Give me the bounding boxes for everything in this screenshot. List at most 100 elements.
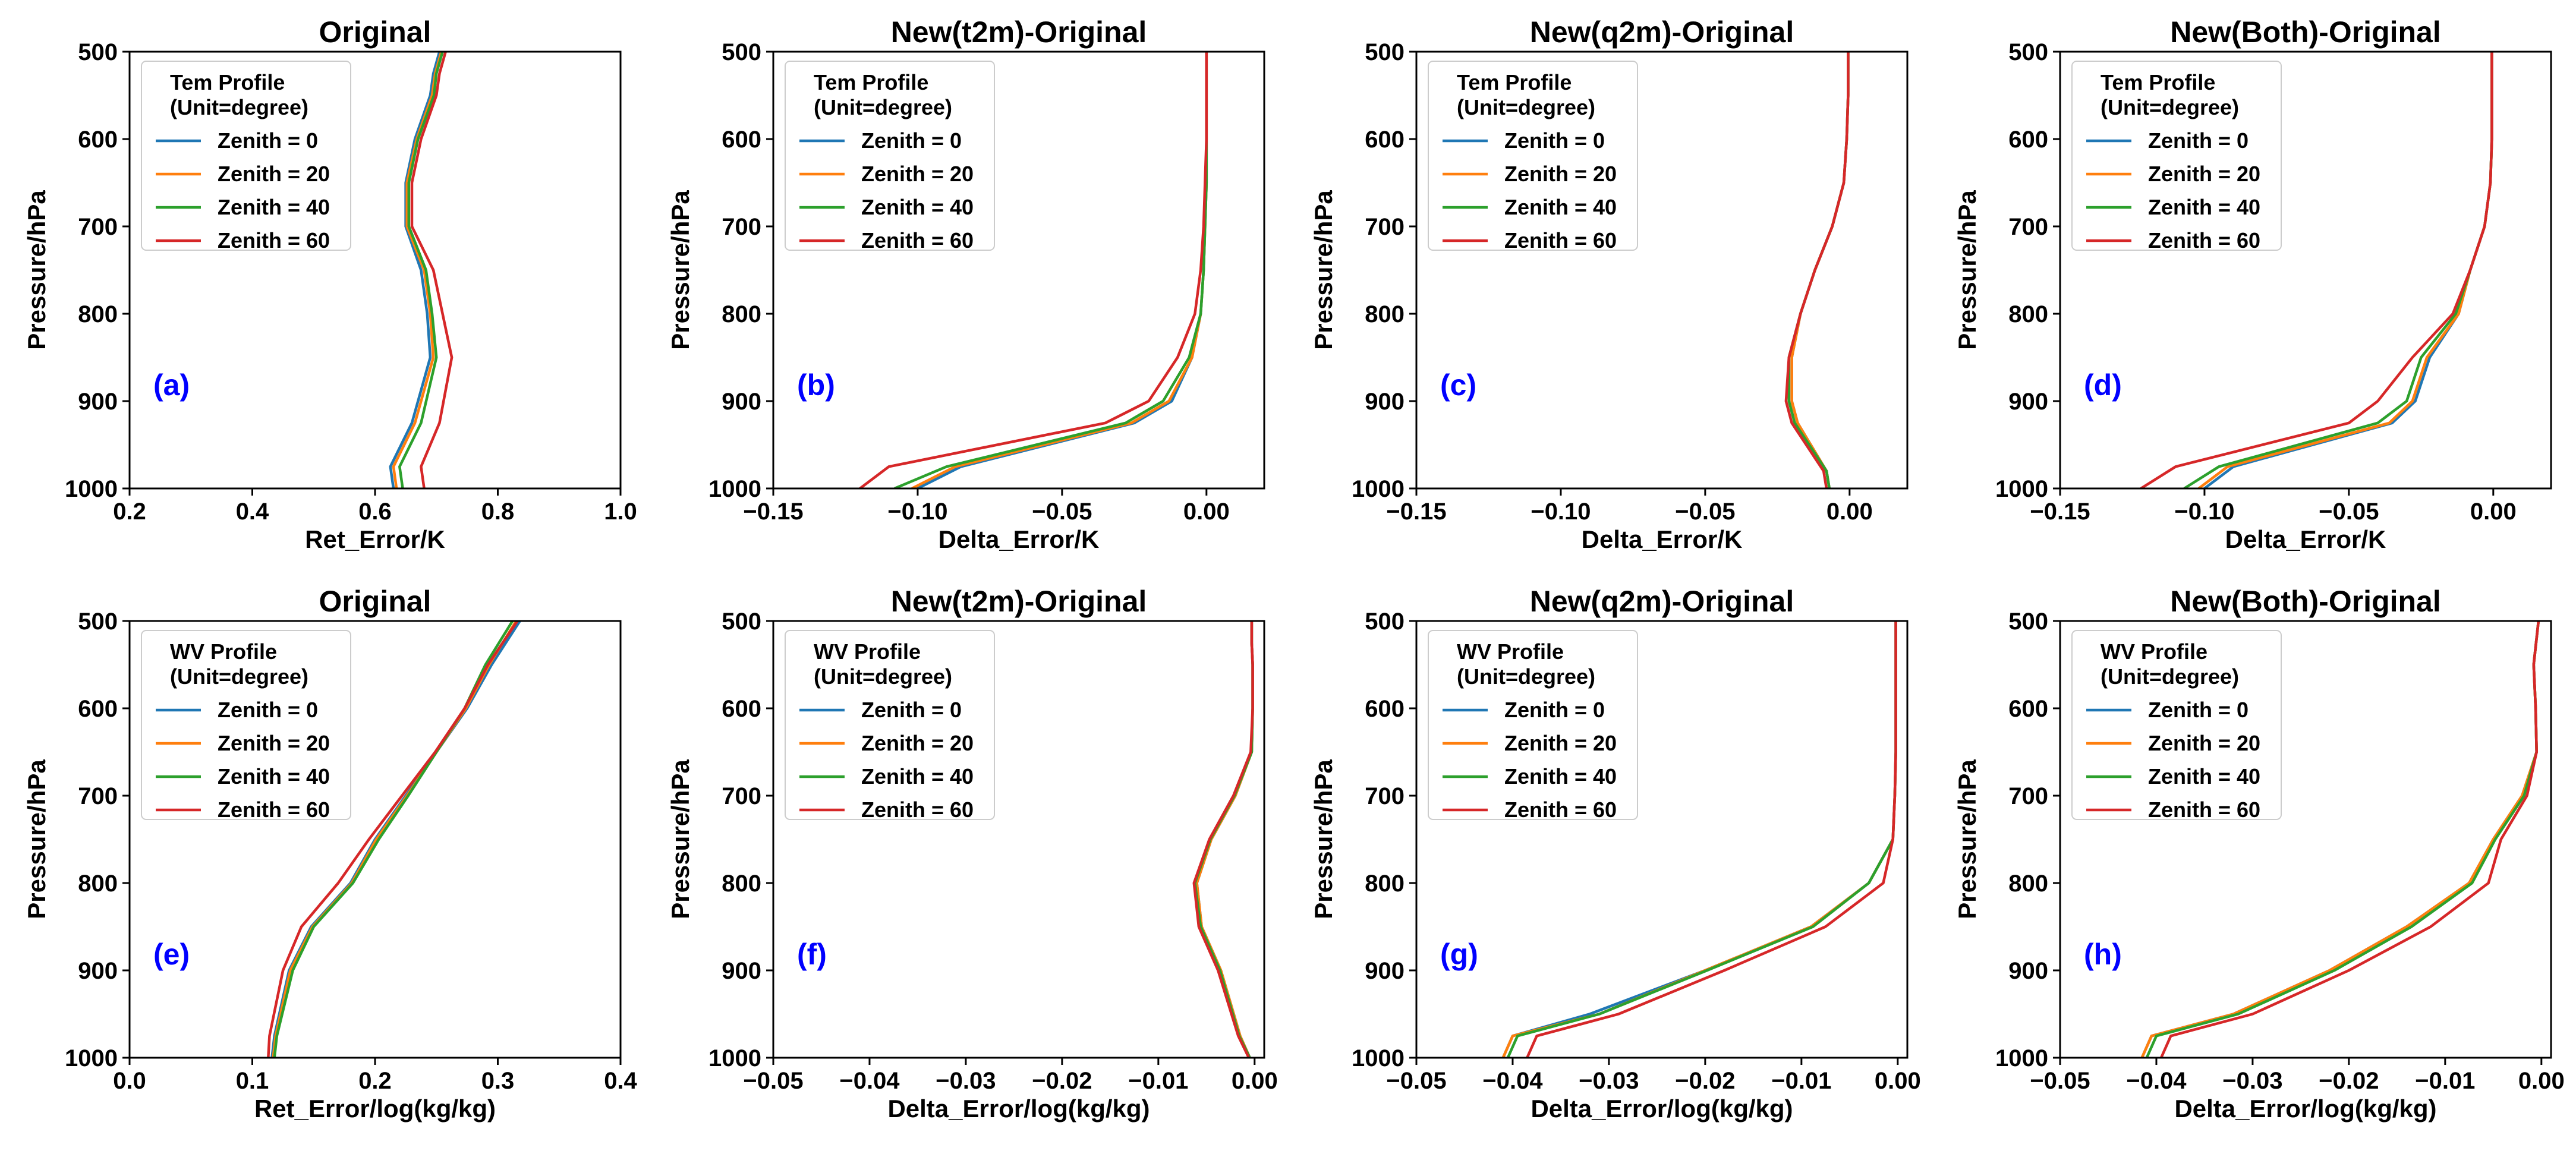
- y-axis-label: Pressure/hPa: [666, 190, 694, 350]
- series-group: [2140, 52, 2493, 488]
- y-tick-label: 600: [2008, 696, 2048, 722]
- series-line-zenith-60: [1526, 621, 1897, 1058]
- y-tick-label: 500: [1365, 39, 1404, 65]
- axes-frame: [1415, 620, 1909, 1059]
- legend-entry: Zenith = 0: [218, 698, 318, 722]
- chart-panel-f: New(t2m)-Original −0.05 −0.04 −0.03 −0.02 −0.…: [666, 585, 1278, 1123]
- series-line-zenith-40: [398, 52, 444, 488]
- legend-entry: Zenith = 20: [1504, 731, 1617, 755]
- x-tick-label: −0.03: [936, 1068, 996, 1094]
- series-line-zenith-0: [1790, 52, 1850, 488]
- legend-entry: Zenith = 40: [861, 195, 974, 219]
- legend-box: [1428, 61, 1638, 251]
- series-group: [1192, 621, 1254, 1058]
- legend-entry: Zenith = 0: [1504, 698, 1605, 722]
- legend-title: WV Profile: [1457, 639, 1564, 664]
- y-tick-label: 1000: [65, 476, 118, 502]
- legend-title: WV Profile: [2101, 639, 2207, 664]
- x-tick-label: 0.2: [358, 1068, 392, 1094]
- y-tick-label: 900: [2008, 958, 2048, 984]
- x-axis-label: Delta_Error/log(kg/kg): [1531, 1095, 1793, 1123]
- x-axis-label: Delta_Error/log(kg/kg): [2174, 1095, 2436, 1123]
- y-axis-label: Pressure/hPa: [23, 190, 51, 350]
- chart-title: New(t2m)-Original: [891, 585, 1147, 618]
- panel-label: (b): [797, 368, 835, 402]
- legend-entry: Zenith = 20: [861, 162, 974, 186]
- x-tick-label: −0.04: [1482, 1068, 1543, 1094]
- y-tick-label: 700: [722, 214, 761, 240]
- series-line-zenith-0: [389, 52, 441, 488]
- x-tick-label: −0.15: [2030, 499, 2090, 525]
- legend-entry: Zenith = 0: [2148, 128, 2249, 153]
- x-tick-label: 0.0: [113, 1068, 146, 1094]
- x-axis-label: Delta_Error/K: [2225, 525, 2386, 553]
- legend-entry: Zenith = 60: [861, 228, 974, 253]
- series-group: [1784, 52, 1850, 488]
- y-tick-label: 900: [2008, 389, 2048, 415]
- legend-title: (Unit=degree): [2101, 95, 2239, 119]
- legend-title: Tem Profile: [1457, 70, 1572, 94]
- legend-entry: Zenith = 0: [218, 128, 318, 153]
- x-tick-label: −0.01: [1771, 1068, 1831, 1094]
- y-tick-label: 900: [722, 958, 761, 984]
- axes-frame: [2059, 620, 2552, 1059]
- legend-box: [141, 61, 351, 251]
- x-tick-label: 1.0: [604, 499, 637, 525]
- legend: WV Profile(Unit=degree) Zenith = 0 Zenith …: [785, 630, 995, 822]
- series-line-zenith-60: [2160, 621, 2540, 1058]
- series-group: [859, 52, 1208, 488]
- x-tick-label: −0.05: [1675, 499, 1735, 525]
- legend-entry: Zenith = 0: [861, 698, 962, 722]
- legend-entry: Zenith = 40: [2148, 764, 2260, 789]
- x-axis-label: Ret_Error/K: [305, 525, 445, 553]
- legend-entry: Zenith = 20: [2148, 731, 2260, 755]
- x-tick-label: −0.05: [1386, 1068, 1446, 1094]
- chart-panel-c: New(q2m)-Original −0.15 −0.10 −0.05 0.00 500 6…: [1309, 15, 1909, 553]
- legend-title: WV Profile: [170, 639, 277, 664]
- axes-frame: [772, 620, 1265, 1059]
- y-axis-label: Pressure/hPa: [1309, 190, 1337, 350]
- panel-label: (c): [1440, 368, 1476, 402]
- y-tick-label: 600: [1365, 127, 1404, 153]
- x-tick-label: −0.05: [743, 1068, 803, 1094]
- series-line-zenith-20: [392, 52, 443, 488]
- x-tick-label: 0.00: [1183, 499, 1230, 525]
- y-tick-label: 900: [1365, 958, 1404, 984]
- legend-title: Tem Profile: [170, 70, 285, 94]
- legend-title: (Unit=degree): [814, 664, 952, 689]
- x-tick-label: −0.02: [1675, 1068, 1735, 1094]
- legend-title: (Unit=degree): [170, 664, 308, 689]
- legend-title: (Unit=degree): [1457, 664, 1595, 689]
- x-tick-label: −0.10: [1531, 499, 1591, 525]
- legend-entry: Zenith = 20: [1504, 162, 1617, 186]
- series-line-zenith-60: [859, 52, 1208, 488]
- chart-panel-e: Original 0.0 0.1 0.2 0.3 0.4 500 600 700 800 900 10…: [23, 585, 638, 1123]
- y-tick-label: 600: [78, 127, 118, 153]
- series-group: [267, 621, 521, 1058]
- y-tick-label: 1000: [708, 1045, 761, 1071]
- y-tick-label: 700: [1365, 214, 1404, 240]
- y-tick-label: 500: [722, 39, 761, 65]
- y-tick-label: 1000: [1352, 1045, 1404, 1071]
- x-tick-label: 0.2: [113, 499, 146, 525]
- x-axis-label: Delta_Error/K: [939, 525, 1100, 553]
- x-tick-label: −0.15: [1386, 499, 1446, 525]
- x-tick-label: −0.04: [2126, 1068, 2187, 1094]
- series-line-zenith-60: [410, 52, 454, 488]
- legend-entry: Zenith = 60: [218, 228, 330, 253]
- y-tick-label: 1000: [1995, 1045, 2048, 1071]
- y-tick-label: 1000: [65, 1045, 118, 1071]
- x-tick-label: 0.00: [2470, 499, 2517, 525]
- legend-entry: Zenith = 60: [2148, 797, 2260, 822]
- y-tick-label: 500: [78, 608, 118, 635]
- series-line-zenith-20: [1790, 52, 1850, 488]
- legend: Tem Profile(Unit=degree) Zenith = 0 Zenith…: [141, 61, 351, 253]
- y-tick-label: 500: [2008, 608, 2048, 635]
- panel-label: (g): [1440, 938, 1478, 971]
- y-tick-label: 800: [722, 871, 761, 897]
- legend-entry: Zenith = 20: [2148, 162, 2260, 186]
- legend-box: [2071, 630, 2282, 820]
- legend-entry: Zenith = 40: [1504, 764, 1617, 789]
- chart-title: Original: [319, 585, 432, 618]
- y-tick-label: 1000: [1995, 476, 2048, 502]
